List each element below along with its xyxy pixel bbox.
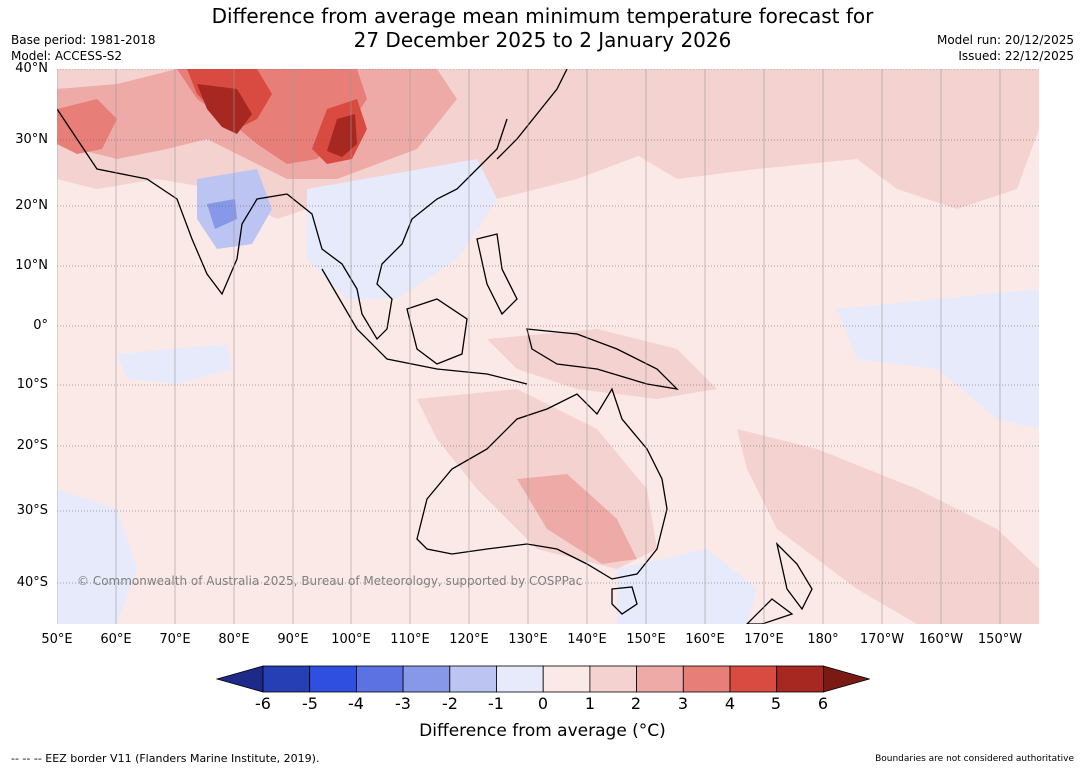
lon-label-70e: 70°E [159, 632, 191, 647]
lon-label-150e: 150°E [626, 632, 666, 647]
lat-label-30n: 30°N [15, 132, 48, 147]
colorbar-tick-3: 3 [677, 694, 689, 713]
lon-label-130e: 130°E [508, 632, 548, 647]
coastline-japan [496, 69, 568, 160]
colorbar-segment [496, 665, 544, 693]
coastline-se-asia [286, 118, 508, 341]
colorbar-segment [309, 665, 357, 693]
map-svg [57, 69, 1039, 624]
colorbar-tick-0: 0 [537, 694, 549, 713]
colorbar-tick-minus5: -5 [302, 694, 318, 713]
issued-date: Issued: 22/12/2025 [958, 49, 1074, 63]
anomaly-fields [57, 69, 1039, 624]
coastline-new-zealand [746, 541, 813, 624]
warm-region-se-australia [517, 474, 637, 564]
colorbar-tick-minus6: -6 [255, 694, 271, 713]
colorbar [216, 665, 870, 693]
light-cool-indian-ocean [117, 344, 232, 384]
coastline-australia [416, 387, 668, 580]
lon-label-160w: 160°W [918, 632, 964, 647]
lon-label-110e: 110°E [390, 632, 430, 647]
colorbar-tick-minus1: -1 [488, 694, 504, 713]
lon-label-90e: 90°E [277, 632, 309, 647]
boundaries-disclaimer: Boundaries are not considered authoritat… [875, 754, 1074, 764]
lat-label-10n: 10°N [15, 258, 48, 273]
lat-label-30s: 30°S [16, 503, 48, 518]
warm-region-coral-sea [487, 329, 717, 399]
forecast-map [57, 69, 1039, 624]
lon-label-160e: 160°E [685, 632, 725, 647]
title-line-2: 27 December 2025 to 2 January 2026 [353, 28, 732, 52]
lat-label-20s: 20°S [16, 438, 48, 453]
lon-label-80e: 80°E [218, 632, 250, 647]
colorbar-segment [682, 665, 731, 693]
colorbar-tick-2: 2 [630, 694, 642, 713]
colorbar-tick-6: 6 [817, 694, 829, 713]
lon-label-140e: 140°E [567, 632, 607, 647]
colorbar-segment [355, 665, 404, 693]
colorbar-title: Difference from average (°C) [419, 721, 666, 741]
light-cool-seasia [307, 159, 497, 299]
colorbar-segment [262, 665, 311, 693]
colorbar-tick-minus2: -2 [442, 694, 458, 713]
colorbar-segment [776, 665, 824, 693]
copyright-notice: © Commonwealth of Australia 2025, Bureau… [77, 574, 583, 588]
light-warm-north-pacific [597, 69, 1039, 209]
coastline-new-guinea [526, 328, 679, 390]
colorbar-extension-high [823, 665, 870, 693]
colorbar-tick-4: 4 [724, 694, 736, 713]
colorbar-segment [636, 665, 684, 693]
colorbar-segment [449, 665, 497, 693]
colorbar-tick-minus4: -4 [348, 694, 364, 713]
colorbar-segment [589, 665, 637, 693]
colorbar-segments [216, 665, 870, 693]
colorbar-tick-1: 1 [584, 694, 596, 713]
cool-region-india-core [207, 199, 237, 229]
lon-label-170w: 170°W [859, 632, 905, 647]
chart-title: Difference from average mean minimum tem… [0, 4, 1085, 52]
very-hot-region-china [327, 114, 357, 157]
meta-left: Base period: 1981-2018 Model: ACCESS-S2 [11, 32, 156, 64]
title-line-1: Difference from average mean minimum tem… [211, 4, 874, 28]
eez-legend: -- -- -- EEZ border V11 (Flanders Marine… [11, 752, 320, 765]
lon-label-180: 180° [807, 632, 839, 647]
colorbar-segment [542, 665, 591, 693]
very-hot-region-tibet [197, 84, 252, 134]
lat-label-20n: 20°N [15, 198, 48, 213]
colorbar-tick-minus3: -3 [395, 694, 411, 713]
light-cool-east-pacific [837, 289, 1039, 429]
base-period: Base period: 1981-2018 [11, 33, 156, 47]
colorbar-extension-low [216, 665, 264, 693]
coastline-india [57, 108, 288, 296]
meridians [57, 69, 1001, 624]
lon-label-120e: 120°E [449, 632, 489, 647]
coastline-borneo [406, 298, 468, 365]
model-name: Model: ACCESS-S2 [11, 49, 123, 63]
lon-label-170e: 170°E [744, 632, 784, 647]
lat-label-0: 0° [33, 318, 48, 333]
light-cool-tasman [617, 549, 757, 624]
lon-label-150w: 150°W [977, 632, 1023, 647]
model-run: Model run: 20/12/2025 [936, 33, 1074, 47]
colorbar-tick-5: 5 [770, 694, 782, 713]
colorbar-segment [729, 665, 778, 693]
warm-region-south-pacific [737, 429, 1039, 624]
lat-label-10s: 10°S [16, 377, 48, 392]
light-cool-southwest [57, 489, 137, 624]
lat-label-40s: 40°S [16, 575, 48, 590]
lon-label-60e: 60°E [100, 632, 132, 647]
coastline-philippines [476, 233, 518, 316]
meta-right: Model run: 20/12/2025 Issued: 22/12/2025 [937, 32, 1074, 64]
coastline-tasmania [611, 586, 638, 615]
lat-label-40n: 40°N [15, 61, 48, 76]
colorbar-segment [402, 665, 451, 693]
lon-label-50e: 50°E [41, 632, 73, 647]
lon-label-100e: 100°E [331, 632, 371, 647]
